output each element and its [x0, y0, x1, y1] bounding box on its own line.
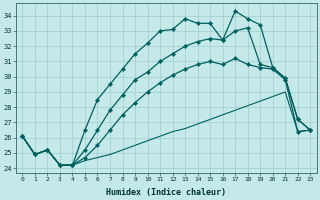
X-axis label: Humidex (Indice chaleur): Humidex (Indice chaleur) — [106, 188, 226, 197]
